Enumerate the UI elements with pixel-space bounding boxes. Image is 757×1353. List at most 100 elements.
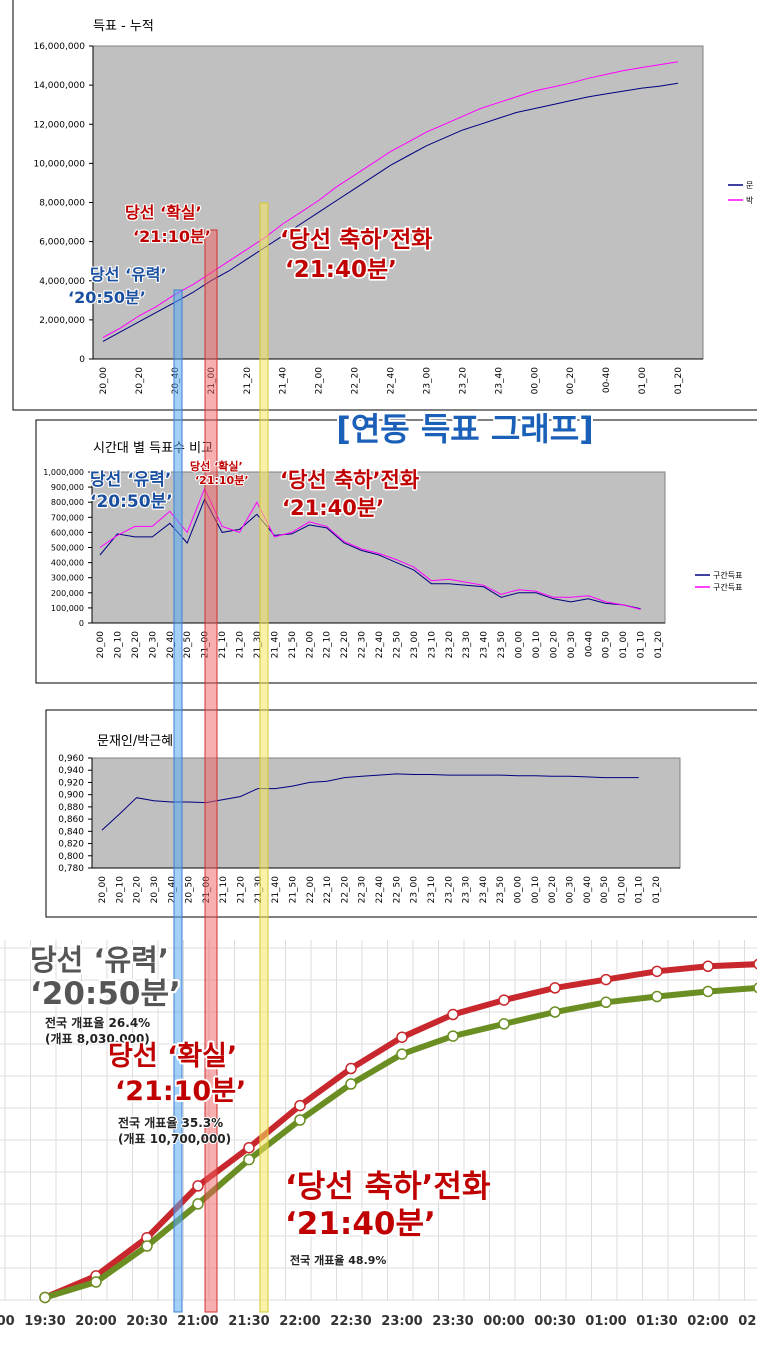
x-tick-label: 22_00 (305, 631, 315, 659)
point-marker (396, 1048, 408, 1060)
x-tick-label: 22_00 (315, 367, 325, 395)
x-tick-label: 23_00 (410, 876, 420, 904)
x-tick-label: 23_00 (422, 367, 432, 395)
y-tick-label: 0,960 (58, 754, 84, 764)
x-tick-label: 20_00 (99, 367, 109, 395)
x-tick-label: 00:00 (483, 1314, 524, 1329)
x-tick-label: 22_10 (323, 631, 333, 659)
point-marker (498, 1018, 510, 1030)
y-tick-label: 0,820 (58, 840, 84, 850)
point-marker (600, 973, 612, 986)
x-tick-label: 01_20 (654, 631, 664, 659)
x-tick-label: 23_10 (427, 631, 437, 659)
annotation: (개표 10,700,000) (118, 1132, 231, 1146)
point-marker (192, 1180, 204, 1192)
annotation: (개표 8,030,000) (45, 1032, 150, 1046)
point-marker (753, 958, 757, 970)
x-tick-label: 02:00 (687, 1314, 728, 1329)
x-tick-label: 23_10 (427, 876, 437, 904)
y-tick-label: 16,000,000 (33, 42, 85, 52)
x-tick-label: 23_40 (480, 631, 490, 659)
annotation: ‘21:10분’ (133, 227, 211, 246)
x-tick-label: 23_40 (479, 876, 489, 904)
point-marker (345, 1078, 357, 1090)
x-tick-label: 23_20 (444, 876, 454, 904)
y-tick-label: 900,000 (51, 483, 84, 492)
x-tick-label: 00_10 (532, 631, 542, 659)
x-tick-label: 21_50 (288, 631, 298, 659)
chart-title: 시간대 별 득표수 비교 (93, 441, 213, 456)
y-tick-label: 14,000,000 (33, 81, 85, 91)
x-tick-label: 23:30 (432, 1314, 473, 1329)
x-tick-label: 00_40 (583, 876, 593, 904)
plot-area (91, 471, 666, 624)
point-marker (243, 1153, 255, 1166)
x-tick-label: 23_40 (494, 367, 504, 395)
x-tick-label: 00_20 (566, 367, 576, 395)
x-tick-label: 00-40 (584, 631, 594, 657)
annotation: ‘21:10분’ (115, 1076, 246, 1107)
chart-title: 득표 - 누적 (93, 19, 154, 34)
point-marker (39, 1291, 51, 1304)
x-tick-label: 01_00 (619, 631, 629, 659)
series-line (102, 82, 679, 342)
point-marker (702, 985, 714, 998)
series-line (99, 498, 641, 610)
series-line (99, 487, 641, 610)
x-tick-label: 22_50 (392, 631, 402, 659)
x-tick-label: 00_00 (530, 367, 540, 395)
annotation: 당선 ‘확실’ (190, 459, 243, 473)
annotation: ‘당선 축하’전화 (280, 227, 432, 253)
x-tick-label: 00-40 (602, 367, 612, 393)
annotation: 전국 개표율 48.9% (290, 1253, 386, 1267)
y-tick-label: 500,000 (51, 544, 84, 553)
annotation: 전국 개표율 35.3% (118, 1115, 223, 1130)
x-tick-label: 22_20 (351, 367, 361, 395)
x-tick-label: 01_00 (638, 367, 648, 395)
series-line (101, 773, 639, 831)
annotation: ‘20:50분’ (30, 976, 181, 1012)
x-tick-label: 23_50 (497, 631, 507, 659)
annotation: ‘당선 축하’전화 (280, 468, 420, 492)
x-tick-label: 20_00 (96, 631, 106, 659)
y-tick-label: 600,000 (51, 528, 84, 537)
x-tick-label: 23:00 (381, 1314, 422, 1329)
x-tick-label: 20_30 (150, 876, 160, 904)
marker-bar-blue (173, 289, 183, 1313)
x-tick-label: 20_20 (133, 876, 143, 904)
y-tick-label: 10,000,000 (33, 159, 85, 169)
x-tick-label: 00_50 (602, 631, 612, 659)
point-marker (447, 1030, 459, 1042)
chart-title: 문재인/박근혜 (97, 734, 173, 749)
heading: [연동 득표 그래프] (336, 410, 594, 448)
x-tick-label: 00_00 (514, 876, 524, 904)
y-tick-label: 12,000,000 (33, 120, 85, 130)
annotation: ‘20:50분’ (90, 492, 173, 512)
y-tick-label: 6,000,000 (39, 238, 85, 248)
y-tick-label: 0 (79, 355, 85, 365)
x-tick-label: 21_10 (219, 876, 229, 904)
x-tick-label: 21_50 (288, 876, 298, 904)
annotation: 전국 개표율 26.4% (45, 1015, 150, 1030)
x-tick-label: 21_20 (236, 631, 246, 659)
point-marker (192, 1198, 204, 1210)
legend-label: 박 (746, 195, 754, 205)
x-tick-label: 00_50 (600, 876, 610, 904)
annotation: ‘당선 축하’전화 (285, 1169, 491, 1205)
y-tick-label: 0,780 (58, 864, 84, 874)
x-tick-label: 01:00 (585, 1314, 626, 1329)
x-tick-label: 22_10 (323, 876, 333, 904)
x-tick-label: 23_30 (462, 876, 472, 904)
x-tick-label: 22_40 (375, 876, 385, 904)
point-marker (549, 1006, 561, 1018)
y-tick-label: 2,000,000 (39, 316, 85, 326)
x-tick-label: 20_20 (131, 631, 141, 659)
y-tick-label: 8,000,000 (39, 199, 85, 209)
x-tick-label: 21_30 (254, 876, 264, 904)
x-tick-label: 01_00 (617, 876, 627, 904)
y-tick-label: 0,920 (58, 778, 84, 788)
x-tick-label: 21_40 (271, 876, 281, 904)
x-tick-label: 00_00 (515, 631, 525, 659)
point-marker (447, 1008, 459, 1021)
x-tick-label: 20_50 (183, 631, 193, 659)
